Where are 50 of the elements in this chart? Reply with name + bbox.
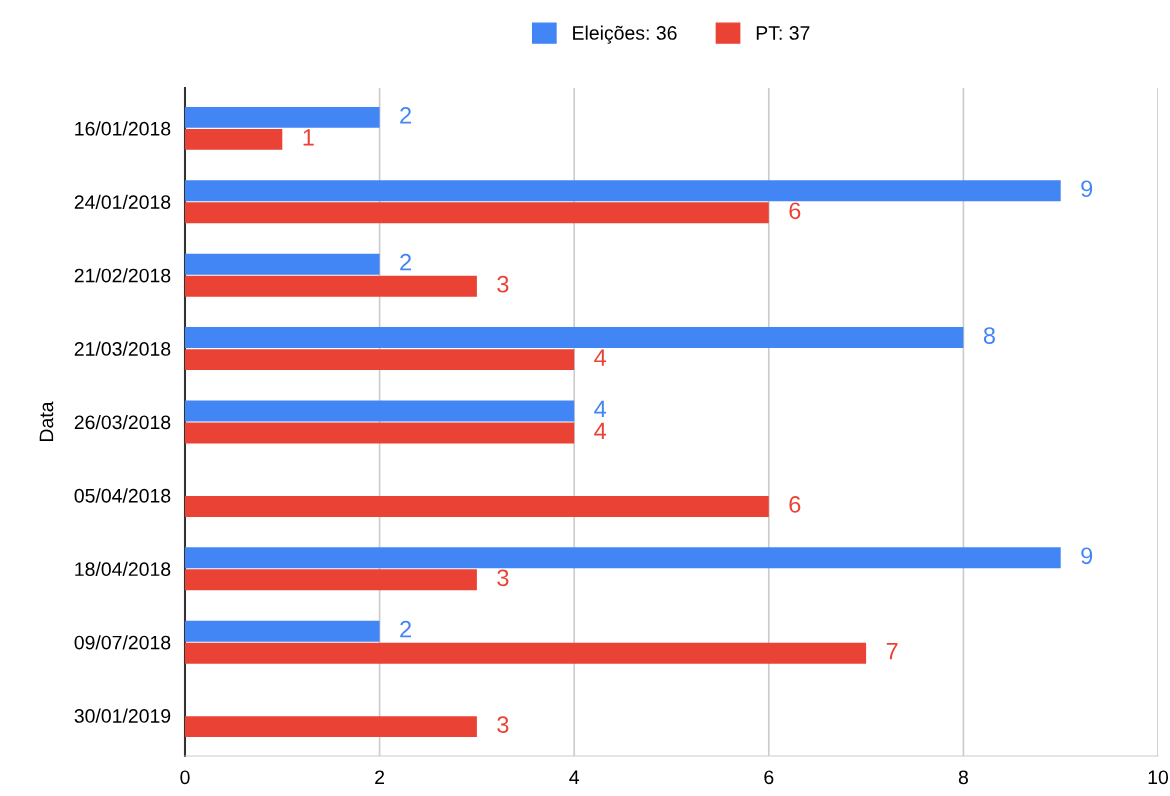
data-label: 9 [1081, 180, 1093, 198]
data-label: 4 [594, 349, 607, 366]
y-tick-label: 26/03/2018 [74, 414, 171, 430]
bar [185, 569, 477, 591]
x-tick-label: 10 [1148, 770, 1169, 785]
data-label: 6 [789, 496, 801, 513]
data-label: 7 [886, 643, 898, 660]
x-tick-label: 6 [764, 770, 774, 785]
bar [185, 106, 380, 128]
y-tick-label: 21/02/2018 [74, 268, 171, 283]
bar [185, 275, 477, 297]
x-tick-label: 4 [569, 770, 580, 784]
y-tick-label: 18/04/2018 [75, 561, 171, 577]
data-label: 3 [497, 569, 509, 587]
bar [185, 620, 380, 642]
data-label: 3 [497, 716, 509, 733]
bar [185, 349, 575, 371]
bar [185, 422, 575, 444]
data-label: 3 [497, 275, 509, 293]
bar [185, 642, 867, 664]
data-label: 6 [789, 202, 801, 220]
y-tick-label: 30/01/2019 [74, 708, 171, 723]
legend-label: PT: 37 [756, 26, 810, 40]
y-axis-title: Data [39, 401, 54, 441]
bar [185, 180, 1061, 202]
data-label: 8 [983, 327, 995, 344]
data-label: 2 [400, 620, 411, 638]
data-label: 4 [594, 422, 607, 440]
y-tick-label: 09/07/2018 [74, 635, 171, 650]
data-label: 4 [594, 400, 607, 418]
bar [185, 547, 1061, 569]
data-label: 9 [1081, 547, 1093, 565]
bar [185, 495, 769, 517]
bar [185, 327, 964, 349]
y-tick-label: 21/03/2018 [74, 341, 171, 356]
x-tick-label: 0 [180, 770, 190, 785]
bar [185, 716, 477, 738]
x-tick-label: 8 [958, 770, 968, 785]
y-tick-label: 05/04/2018 [74, 488, 171, 503]
y-tick-label: 24/01/2018 [74, 194, 171, 210]
bar [185, 128, 283, 150]
bar [185, 400, 575, 422]
data-label: 2 [400, 253, 411, 271]
bar [185, 202, 769, 224]
data-label: 2 [400, 106, 411, 124]
x-tick-label: 2 [375, 770, 385, 784]
bar [185, 253, 380, 275]
y-tick-label: 16/01/2018 [75, 121, 171, 136]
legend-label: Eleições: 36 [573, 25, 677, 44]
data-label: 1 [303, 129, 314, 146]
